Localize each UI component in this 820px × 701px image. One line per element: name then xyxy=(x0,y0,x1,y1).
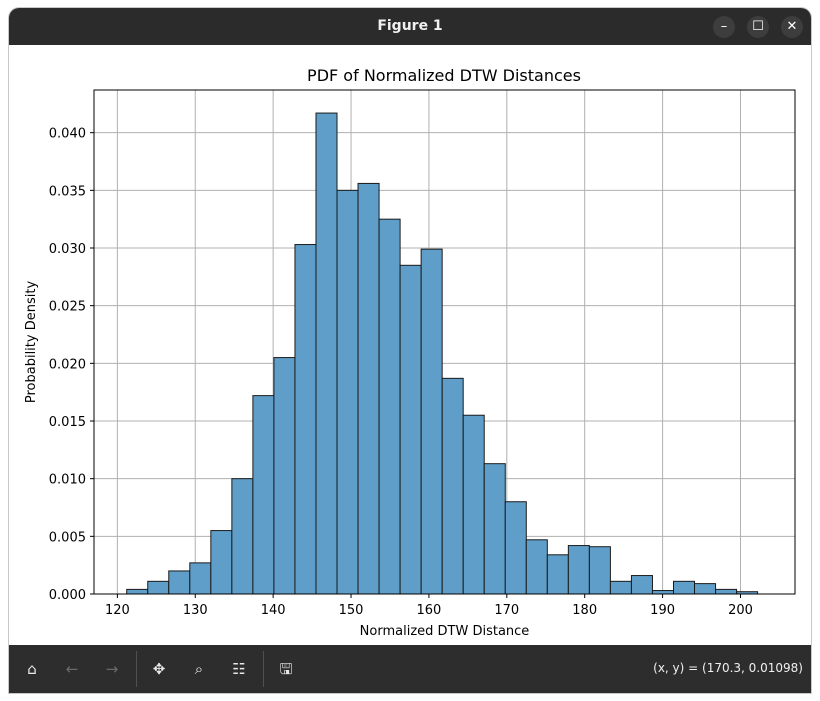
cursor-coordinates: (x, y) = (170.3, 0.01098) xyxy=(653,661,803,675)
minimize-button[interactable]: – xyxy=(713,16,735,38)
histogram-chart: PDF of Normalized DTW Distances 120 130 14… xyxy=(24,66,796,639)
histogram-bar xyxy=(357,182,380,595)
sliders-icon[interactable]: ☷ xyxy=(232,660,246,678)
histogram-bar xyxy=(294,244,317,595)
histogram-bar xyxy=(504,501,527,595)
histogram-bar xyxy=(483,463,506,595)
y-tick-label: 0.030 xyxy=(49,242,86,257)
window-title: Figure 1 xyxy=(377,18,443,34)
histogram-bar xyxy=(210,530,233,595)
histogram-bar xyxy=(715,588,738,595)
chart-title: PDF of Normalized DTW Distances xyxy=(307,66,581,85)
histogram-bar xyxy=(420,248,443,595)
x-tick-label: 120 xyxy=(105,603,130,618)
y-tick-label: 0.015 xyxy=(49,415,86,430)
y-tick-label: 0.040 xyxy=(49,127,86,142)
histogram-bar xyxy=(189,562,212,595)
histogram-bar xyxy=(273,357,296,595)
figure-canvas[interactable]: PDF of Normalized DTW Distances 120 130 14… xyxy=(9,45,811,645)
save-icon[interactable]: 🖫 xyxy=(279,660,293,678)
move-icon[interactable]: ✥ xyxy=(152,660,166,678)
toolbar-separator xyxy=(263,651,264,687)
histogram-bar xyxy=(231,478,254,595)
histogram-bar xyxy=(525,539,548,595)
histogram-bar xyxy=(399,264,422,595)
y-tick-label: 0.025 xyxy=(49,300,86,315)
histogram-bar xyxy=(336,189,359,595)
zoom-icon[interactable]: ⌕ xyxy=(194,660,204,678)
histogram-bar xyxy=(441,377,464,595)
histogram-bar xyxy=(462,414,485,595)
x-tick-label: 140 xyxy=(261,603,286,618)
close-button[interactable]: ✕ xyxy=(781,16,803,38)
home-icon[interactable]: ⌂ xyxy=(27,660,37,678)
histogram-bar xyxy=(609,580,632,595)
arrow-left-icon[interactable]: ← xyxy=(65,660,79,678)
histogram-bar xyxy=(252,395,275,595)
y-tick-label: 0.010 xyxy=(49,473,86,488)
maximize-button[interactable]: ☐ xyxy=(747,16,769,38)
histogram-bar xyxy=(546,554,569,595)
histogram-bar xyxy=(588,546,611,595)
plot-frame xyxy=(93,89,796,595)
x-tick-label: 180 xyxy=(572,603,597,618)
title-bar[interactable]: Figure 1 – ☐ ✕ xyxy=(9,8,811,45)
histogram-bar xyxy=(315,112,338,595)
x-tick-label: 130 xyxy=(183,603,208,618)
histogram-bar xyxy=(147,580,170,595)
histogram-bar xyxy=(567,545,590,595)
x-tick-label: 150 xyxy=(339,603,364,618)
histogram-bar xyxy=(672,580,696,595)
histogram-bar xyxy=(630,575,653,595)
x-tick-label: 190 xyxy=(650,603,675,618)
histogram-bar xyxy=(168,570,191,595)
histogram-bar xyxy=(694,583,717,595)
toolbar-separator xyxy=(136,651,137,687)
y-axis-label: Probability Density xyxy=(24,281,39,404)
navigation-toolbar: ⌂ ← → ✥ ⌕ ☷ 🖫 (x, y) = (170.3, 0.01098) xyxy=(9,645,811,693)
x-axis-label: Normalized DTW Distance xyxy=(360,624,530,639)
y-axis-ticks: 0.000 0.005 0.010 0.015 0.020 0.025 0.030 0.035… xyxy=(49,127,94,603)
y-tick-label: 0.000 xyxy=(49,588,86,603)
y-tick-label: 0.005 xyxy=(49,530,86,545)
histogram-bar xyxy=(378,218,401,595)
x-tick-label: 200 xyxy=(728,603,753,618)
arrow-right-icon[interactable]: → xyxy=(105,660,119,678)
figure-window: Figure 1 – ☐ ✕ PDF of Normalized DTW Dis… xyxy=(9,8,811,693)
y-tick-label: 0.020 xyxy=(49,357,86,372)
histogram-bar xyxy=(126,588,149,595)
x-tick-label: 170 xyxy=(494,603,519,618)
histogram-bar xyxy=(651,590,674,595)
histogram-bars xyxy=(126,112,759,595)
x-tick-label: 160 xyxy=(417,603,442,618)
y-tick-label: 0.035 xyxy=(49,184,86,199)
x-axis-ticks: 120 130 140 150 160 170 180 190 200 xyxy=(105,594,753,618)
